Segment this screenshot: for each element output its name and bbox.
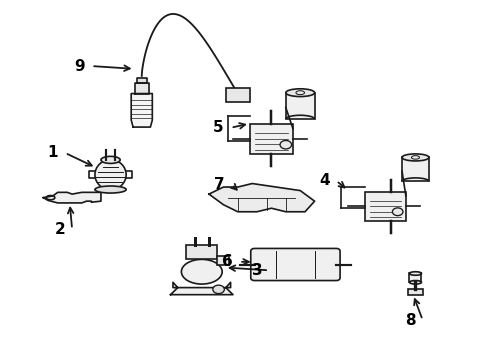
Ellipse shape bbox=[286, 89, 315, 96]
FancyBboxPatch shape bbox=[251, 248, 340, 280]
Text: 5: 5 bbox=[213, 120, 224, 135]
Polygon shape bbox=[131, 94, 152, 127]
Bar bbox=[408, 289, 423, 294]
Text: 4: 4 bbox=[319, 173, 330, 188]
Ellipse shape bbox=[402, 154, 429, 161]
Bar bbox=[365, 192, 406, 221]
Circle shape bbox=[280, 140, 292, 149]
Bar bbox=[217, 256, 229, 265]
Text: 7: 7 bbox=[214, 177, 225, 192]
Polygon shape bbox=[171, 282, 233, 294]
Ellipse shape bbox=[410, 280, 421, 284]
Bar bbox=[186, 245, 217, 259]
Text: 1: 1 bbox=[48, 145, 58, 160]
Polygon shape bbox=[137, 78, 147, 83]
Circle shape bbox=[213, 285, 224, 294]
Text: 8: 8 bbox=[405, 312, 416, 328]
Ellipse shape bbox=[101, 156, 120, 163]
Text: 6: 6 bbox=[222, 255, 233, 269]
Ellipse shape bbox=[410, 272, 421, 275]
Polygon shape bbox=[209, 184, 315, 212]
Text: 2: 2 bbox=[55, 222, 66, 237]
Text: 3: 3 bbox=[252, 263, 262, 278]
Bar bbox=[410, 274, 421, 282]
Ellipse shape bbox=[181, 259, 222, 284]
Polygon shape bbox=[135, 83, 149, 94]
Circle shape bbox=[392, 208, 403, 216]
Ellipse shape bbox=[95, 160, 126, 190]
Polygon shape bbox=[43, 192, 101, 203]
Bar bbox=[286, 93, 315, 119]
Ellipse shape bbox=[95, 186, 126, 193]
Bar bbox=[250, 123, 293, 154]
Text: 9: 9 bbox=[74, 59, 85, 73]
Bar bbox=[402, 157, 429, 181]
Bar bbox=[226, 88, 250, 102]
